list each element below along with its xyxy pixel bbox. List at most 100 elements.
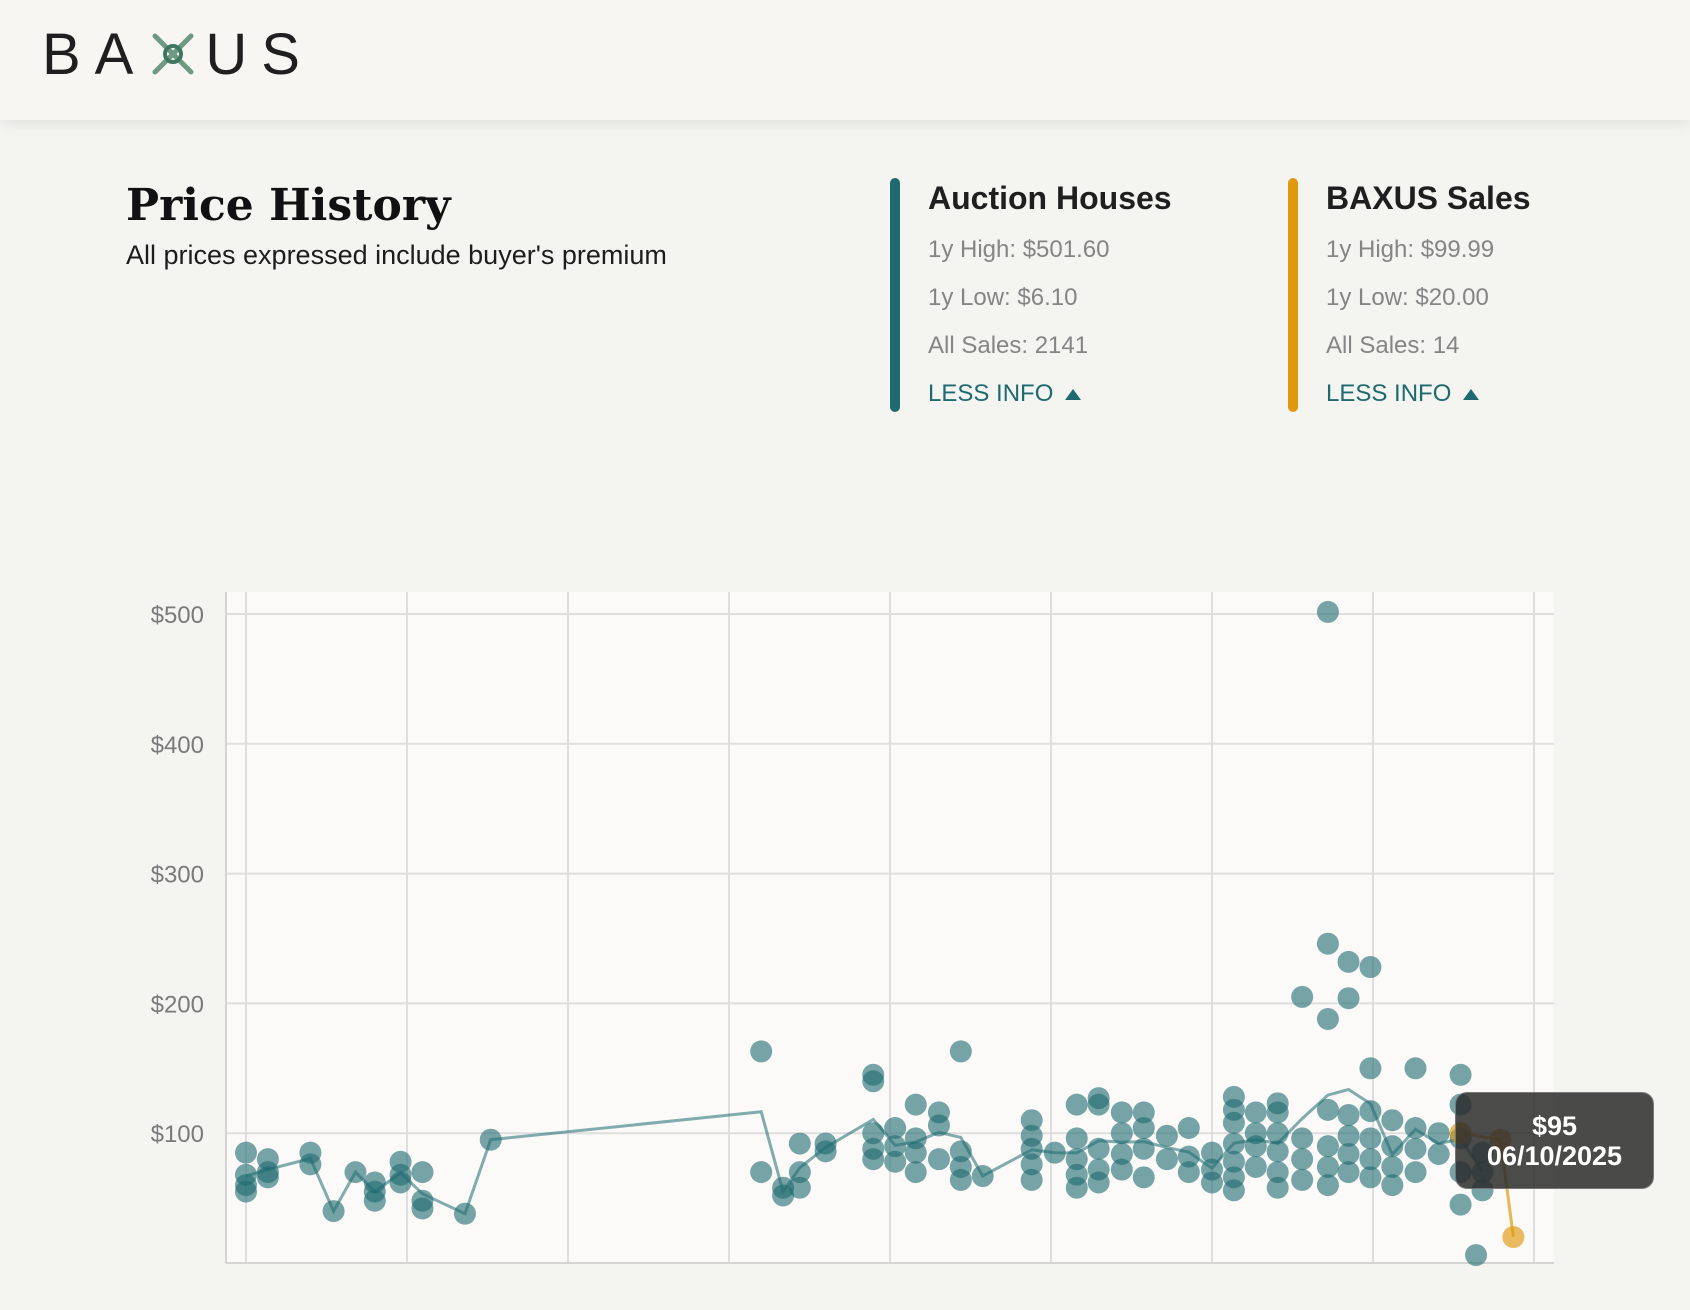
auction-houses-point	[814, 1140, 837, 1163]
auction-houses-point	[949, 1168, 972, 1191]
auction-houses-point	[1244, 1101, 1267, 1124]
auction-houses-point	[904, 1161, 927, 1184]
y-tick-label: $500	[151, 602, 204, 629]
auction-houses-stats: Auction Houses 1y High: $501.60 1y Low: …	[890, 178, 1250, 412]
auction-houses-point	[1404, 1137, 1427, 1160]
auction-houses-point	[1020, 1168, 1043, 1191]
logo-text-right: US	[205, 21, 314, 87]
auction-houses-point	[1449, 1193, 1472, 1216]
auction-houses-point	[1222, 1150, 1245, 1173]
top-navigation-bar: BA US	[0, 0, 1690, 120]
auction-houses-point	[927, 1148, 950, 1171]
auction-houses-point	[1359, 956, 1382, 979]
auction-houses-point	[1110, 1101, 1133, 1124]
auction-houses-point	[453, 1202, 476, 1225]
auction-houses-point	[1155, 1148, 1178, 1171]
auction-houses-point	[256, 1166, 279, 1189]
less-info-label: LESS INFO	[928, 380, 1054, 407]
auction-houses-point	[1291, 1127, 1314, 1150]
auction-houses-point	[1110, 1142, 1133, 1165]
auction-houses-point	[1065, 1093, 1088, 1116]
auction-houses-point	[411, 1161, 434, 1184]
auction-houses-point	[1266, 1140, 1289, 1163]
auction-houses-point	[1337, 950, 1360, 973]
auction-houses-point	[1201, 1141, 1223, 1164]
auction-houses-point	[1404, 1117, 1427, 1140]
baxus-sales-point	[1502, 1226, 1525, 1249]
auction-houses-point	[411, 1197, 434, 1220]
auction-houses-point	[1291, 1148, 1314, 1171]
auction-houses-point	[322, 1200, 345, 1223]
auction-houses-point	[772, 1184, 795, 1207]
auction-houses-point	[1177, 1117, 1200, 1140]
auction-houses-point	[1065, 1176, 1088, 1199]
auction-houses-point	[1316, 932, 1339, 955]
auction-houses-point	[299, 1153, 322, 1176]
auction-houses-point	[884, 1117, 907, 1140]
auction-houses-point	[1359, 1148, 1382, 1171]
auction-houses-point	[904, 1141, 927, 1164]
baxus-sales-color-bar	[1288, 178, 1298, 412]
auction-houses-point	[1337, 1124, 1360, 1147]
auction-houses-point	[1201, 1171, 1223, 1194]
auction-houses-point	[1266, 1176, 1289, 1199]
logo-text-left: BA	[42, 21, 148, 87]
auction-houses-point	[750, 1161, 773, 1184]
auction-houses-title: Auction Houses	[928, 180, 1172, 216]
auction-houses-point	[1020, 1137, 1043, 1160]
auction-houses-point	[1427, 1122, 1450, 1145]
auction-houses-point	[1359, 1057, 1382, 1080]
auction-houses-point	[235, 1141, 257, 1164]
auction-houses-point	[1177, 1145, 1200, 1168]
tooltip-date: 06/10/2025	[1486, 1141, 1623, 1171]
auction-houses-point	[1132, 1101, 1155, 1124]
price-tooltip: $95 06/10/2025	[1455, 1092, 1654, 1189]
auction-houses-point	[1359, 1100, 1382, 1123]
auction-houses-point	[1316, 1098, 1339, 1121]
auction-houses-point	[1244, 1155, 1267, 1178]
auction-houses-point	[1222, 1111, 1245, 1134]
auction-houses-point	[1110, 1158, 1133, 1181]
baxus-sales-less-info-button[interactable]: LESS INFO	[1326, 380, 1480, 408]
auction-houses-point	[1020, 1109, 1043, 1132]
auction-houses-point	[862, 1122, 885, 1145]
auction-houses-point	[949, 1140, 972, 1163]
auction-houses-point	[1132, 1137, 1155, 1160]
auction-houses-high: 1y High: $501.60	[928, 236, 1110, 263]
auction-houses-point	[235, 1180, 257, 1203]
auction-houses-point	[971, 1165, 994, 1188]
auction-houses-point	[1222, 1132, 1245, 1155]
baxus-sales-high: 1y High: $99.99	[1326, 236, 1495, 263]
auction-houses-point	[1359, 1166, 1382, 1189]
auction-houses-point	[1020, 1153, 1043, 1176]
auction-houses-point	[1337, 1104, 1360, 1127]
auction-houses-point	[1087, 1171, 1110, 1194]
auction-houses-point	[1381, 1135, 1404, 1158]
less-info-label: LESS INFO	[1326, 380, 1452, 407]
auction-houses-point	[1404, 1057, 1427, 1080]
baxus-sales-low: 1y Low: $20.00	[1326, 284, 1489, 311]
auction-houses-point	[1043, 1141, 1066, 1164]
baxus-sales-title: BAXUS Sales	[1326, 180, 1531, 216]
auction-houses-point	[1132, 1117, 1155, 1140]
auction-houses-point	[862, 1148, 885, 1171]
auction-houses-less-info-button[interactable]: LESS INFO	[928, 380, 1082, 408]
auction-houses-point	[1291, 985, 1314, 1008]
auction-houses-point	[884, 1135, 907, 1158]
auction-houses-point	[862, 1070, 885, 1093]
auction-houses-color-bar	[890, 178, 900, 412]
auction-houses-point	[1110, 1122, 1133, 1145]
auction-houses-point	[1316, 1007, 1339, 1030]
auction-houses-point	[1316, 600, 1339, 623]
auction-houses-point	[788, 1161, 811, 1184]
auction-houses-point	[1359, 1127, 1382, 1150]
auction-houses-point	[1381, 1155, 1404, 1178]
baxus-logo[interactable]: BA US	[42, 22, 314, 87]
auction-houses-point	[788, 1176, 811, 1199]
auction-houses-point	[363, 1189, 386, 1212]
auction-houses-point	[1155, 1124, 1178, 1147]
auction-houses-point	[1132, 1166, 1155, 1189]
baxus-sales-sales: All Sales: 14	[1326, 332, 1460, 359]
y-tick-label: $200	[151, 991, 204, 1018]
